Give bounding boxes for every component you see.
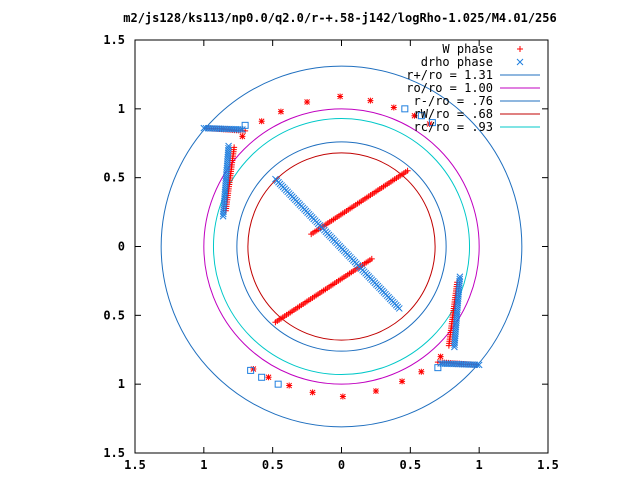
star-point (286, 382, 293, 389)
box-point (434, 364, 442, 372)
star-point (418, 368, 425, 375)
y-tick-label: 0.5 (103, 171, 125, 185)
box-point (247, 366, 255, 374)
star-point (411, 112, 418, 119)
plus-point (231, 144, 238, 151)
x-point (451, 341, 458, 349)
plus-point (404, 167, 411, 174)
star-point (304, 98, 311, 105)
x-tick-label: 0.5 (399, 458, 421, 472)
star-point (265, 374, 272, 381)
plus-point (445, 342, 452, 349)
reference-circle (236, 141, 447, 352)
legend-label: r+/ro = 1.31 (406, 68, 493, 82)
x-tick-label: 1.5 (537, 458, 559, 472)
x-point (437, 360, 444, 367)
x-tick-label: 1.5 (124, 458, 146, 472)
box-point (428, 119, 436, 127)
y-tick-label: 1.5 (103, 33, 125, 47)
legend-label: rc/ro = .93 (414, 120, 493, 134)
legend-label: rW/ro = .68 (414, 107, 493, 121)
data-points (200, 93, 483, 400)
legend-marker (517, 46, 523, 52)
star-point (239, 133, 246, 140)
star-point (277, 108, 284, 115)
y-tick-label: 1 (118, 102, 125, 116)
star-point (337, 93, 344, 100)
reference-circle (203, 108, 480, 385)
legend-label: ro/ro = 1.00 (406, 81, 493, 95)
y-tick-label: 0.5 (103, 308, 125, 322)
x-point (225, 144, 232, 152)
legend-label: drho phase (421, 55, 493, 69)
y-tick-label: 0 (118, 240, 125, 254)
star-point (372, 388, 379, 395)
x-tick-label: 0 (338, 458, 345, 472)
star-point (309, 389, 316, 396)
reference-circle (160, 65, 523, 428)
y-tick-label: 1 (118, 377, 125, 391)
star-point (339, 393, 346, 400)
reference-circle (247, 152, 436, 341)
plus-point (272, 319, 279, 326)
box-point (401, 105, 409, 113)
x-point (451, 343, 458, 351)
star-point (437, 353, 444, 360)
legend-label: W phase (442, 42, 493, 56)
x-point (239, 126, 246, 133)
chart-title: m2/js128/ks113/np0.0/q2.0/r-+.58-j142/lo… (123, 11, 556, 25)
x-tick-label: 1 (200, 458, 207, 472)
y-tick-label: 1.5 (103, 446, 125, 460)
legend-marker (516, 58, 524, 66)
box-point (258, 373, 266, 381)
star-point (367, 97, 374, 104)
legend-label: r-/ro = .76 (414, 94, 493, 108)
box-point (417, 112, 425, 120)
x-point (225, 142, 232, 150)
x-tick-label: 1 (476, 458, 483, 472)
box-point (241, 121, 249, 129)
x-tick-label: 0.5 (262, 458, 284, 472)
star-point (390, 104, 397, 111)
star-point (258, 118, 265, 125)
reference-circle (212, 117, 471, 376)
box-point (274, 380, 282, 388)
x-point (395, 305, 403, 312)
star-point (399, 378, 406, 385)
reference-circles (160, 65, 523, 428)
